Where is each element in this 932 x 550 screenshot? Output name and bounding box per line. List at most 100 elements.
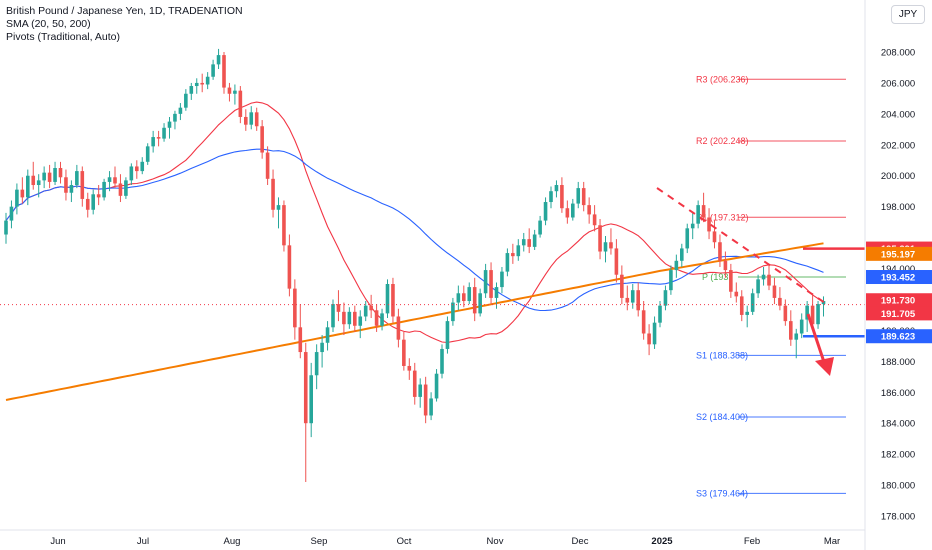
y-tick-label: 188.000 [881, 357, 915, 368]
annotations [0, 187, 865, 376]
candle-body [609, 242, 613, 249]
candle-body [587, 205, 591, 215]
candle-body [549, 191, 553, 203]
candle-body [543, 202, 548, 221]
candles [4, 48, 826, 482]
candle-body [178, 107, 183, 114]
candle-body [353, 311, 357, 326]
price-tag-label-5: 189.623 [881, 332, 915, 343]
price-tag-2 [866, 270, 932, 285]
candle-body [445, 321, 450, 349]
candle-body [500, 271, 504, 288]
y-tick-label: 198.000 [881, 202, 915, 213]
candle-body [254, 112, 259, 127]
candle-body [581, 188, 586, 206]
candle-body [718, 242, 722, 261]
candle-body [36, 180, 41, 186]
candle-body [620, 274, 624, 298]
y-tick-label: 206.000 [881, 78, 915, 89]
candle-body [227, 87, 232, 94]
price-tag-label-1: 195.197 [881, 249, 915, 260]
candle-body [729, 270, 733, 292]
candle-body [554, 185, 559, 192]
candle-body [810, 305, 815, 325]
candle-body [560, 185, 564, 209]
candle-body [511, 253, 515, 257]
candle-body [598, 225, 602, 252]
candle-body [478, 293, 482, 314]
candle-body [385, 284, 390, 314]
candle-body [167, 121, 172, 128]
pivot-label-6: S3 (179.464) [696, 488, 748, 498]
candle-body [75, 171, 79, 186]
candle-body [772, 285, 777, 298]
candle-body [391, 284, 395, 317]
candle-body [113, 177, 117, 184]
pivot-label-2: R1 (197.312) [696, 212, 749, 222]
candle-body [184, 93, 188, 108]
pivot-label-3: P (193. [702, 272, 731, 282]
candle-body [276, 205, 281, 210]
sma-indicator-label[interactable]: SMA (20, 50, 200) [6, 18, 91, 30]
candle-body [641, 310, 646, 334]
candle-body [358, 316, 363, 326]
candle-body [145, 146, 150, 162]
price-tag-4 [866, 306, 932, 321]
candle-body [96, 194, 101, 198]
candle-body [107, 177, 112, 182]
candle-body [31, 175, 36, 186]
pivots-indicator-label[interactable]: Pivots (Traditional, Auto) [6, 31, 120, 43]
candle-body [407, 365, 412, 371]
price-tags: 195.291195.197193.452191.730191.705189.6… [866, 241, 932, 344]
candle-body [380, 313, 384, 326]
candle-body [521, 239, 526, 246]
candle-body [532, 234, 537, 247]
candle-body [260, 126, 264, 153]
x-tick-label: Feb [744, 536, 760, 547]
candle-body [298, 327, 303, 353]
currency-button[interactable]: JPY [891, 5, 925, 24]
candle-body [527, 239, 531, 247]
candle-body [483, 270, 488, 294]
candle-body [789, 321, 793, 340]
pivot-lines: R3 (206.236) R2 (202.248) R1 (197.312) P (1… [696, 74, 846, 498]
candle-body [314, 352, 319, 376]
candle-body [663, 290, 668, 306]
price-tag-5 [866, 329, 932, 344]
candle-body [331, 304, 335, 328]
candle-body [118, 183, 123, 196]
candle-body [293, 288, 297, 328]
bearish-arrow-head [815, 357, 834, 376]
candle-body [690, 223, 695, 229]
candle-body [707, 217, 711, 232]
candle-body [630, 290, 635, 303]
y-tick-label: 182.000 [881, 450, 915, 461]
candle-body [69, 185, 74, 193]
x-tick-label: Aug [224, 536, 241, 547]
candle-body [636, 290, 640, 311]
candle-body [194, 82, 199, 87]
candle-body [805, 305, 809, 320]
x-tick-label: Jun [50, 536, 65, 547]
candle-body [216, 55, 221, 65]
candle-body [756, 279, 760, 294]
candle-body [712, 231, 717, 243]
price-tag-label-4: 191.705 [881, 309, 916, 320]
candle-body [767, 274, 771, 286]
candle-body [412, 370, 417, 397]
candle-body [778, 297, 782, 306]
candle-body [342, 311, 346, 325]
candle-body [211, 64, 215, 77]
price-tag-3 [866, 293, 932, 308]
candle-body [451, 302, 455, 322]
candle-body [734, 291, 739, 297]
candle-body [396, 316, 401, 340]
candle-body [53, 168, 57, 182]
price-axis: 178.000 180.000 182.000 184.000 186.000 188.0… [881, 48, 915, 523]
candle-body [625, 297, 630, 303]
candle-body [124, 180, 128, 196]
candle-body [58, 168, 63, 178]
candle-body [701, 205, 706, 218]
candle-body [429, 398, 433, 416]
